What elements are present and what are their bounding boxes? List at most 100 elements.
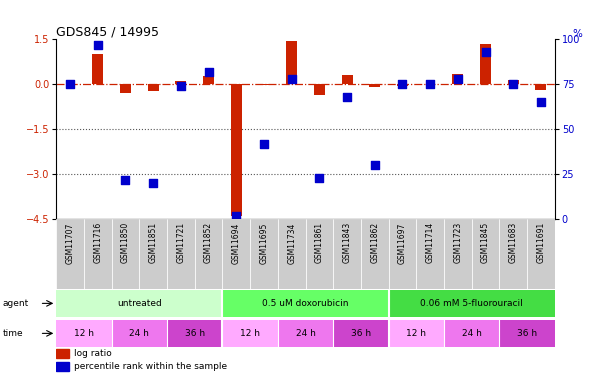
Text: GSM11691: GSM11691 [536, 222, 546, 263]
Point [176, 83, 186, 89]
Point [232, 213, 241, 219]
Text: GSM11850: GSM11850 [121, 222, 130, 263]
Bar [278, 320, 333, 347]
Text: 24 h: 24 h [130, 329, 149, 338]
Text: time: time [2, 329, 23, 338]
Text: GSM11721: GSM11721 [177, 222, 185, 263]
Point [536, 99, 546, 105]
Text: 12 h: 12 h [406, 329, 426, 338]
Bar [222, 290, 389, 317]
Text: 0.06 mM 5-fluorouracil: 0.06 mM 5-fluorouracil [420, 299, 523, 308]
Text: 36 h: 36 h [351, 329, 371, 338]
Text: GSM11695: GSM11695 [260, 222, 268, 264]
Bar [148, 84, 159, 91]
Bar [333, 320, 389, 347]
Text: GSM11707: GSM11707 [65, 222, 75, 264]
Bar [452, 74, 463, 84]
Point [508, 81, 518, 87]
Bar [112, 320, 167, 347]
Text: GSM11843: GSM11843 [343, 222, 351, 263]
Bar [314, 84, 325, 95]
Bar [278, 219, 306, 289]
Text: GSM11714: GSM11714 [426, 222, 434, 263]
Bar [389, 290, 555, 317]
Text: 24 h: 24 h [296, 329, 315, 338]
Text: GSM11734: GSM11734 [287, 222, 296, 264]
Text: GDS845 / 14995: GDS845 / 14995 [56, 25, 159, 38]
Text: 12 h: 12 h [240, 329, 260, 338]
Bar [203, 76, 214, 84]
Point [342, 94, 352, 100]
Bar [508, 80, 519, 84]
Bar [92, 54, 103, 84]
Text: log ratio: log ratio [74, 349, 112, 358]
Bar [139, 219, 167, 289]
Point [481, 49, 491, 55]
Point [93, 42, 103, 48]
Text: GSM11716: GSM11716 [93, 222, 102, 263]
Bar [258, 84, 269, 85]
Bar [444, 320, 499, 347]
Bar [120, 84, 131, 93]
Bar [56, 290, 222, 317]
Text: 36 h: 36 h [185, 329, 205, 338]
Bar [112, 219, 139, 289]
Point [315, 175, 324, 181]
Bar [167, 219, 195, 289]
Text: untreated: untreated [117, 299, 162, 308]
Text: 12 h: 12 h [74, 329, 94, 338]
Bar [56, 362, 68, 371]
Bar [480, 44, 491, 84]
Bar [389, 219, 416, 289]
Text: GSM11845: GSM11845 [481, 222, 490, 263]
Bar [222, 320, 278, 347]
Bar [416, 219, 444, 289]
Bar [369, 84, 380, 87]
Bar [389, 320, 444, 347]
Point [65, 81, 75, 87]
Text: 36 h: 36 h [517, 329, 537, 338]
Point [425, 81, 435, 87]
Bar [250, 219, 278, 289]
Bar [333, 219, 361, 289]
Bar [499, 320, 555, 347]
Bar [342, 75, 353, 84]
Point [453, 76, 463, 82]
Bar [527, 219, 555, 289]
Point [148, 180, 158, 186]
Bar [84, 219, 112, 289]
Bar [499, 219, 527, 289]
Bar [56, 219, 84, 289]
Point [203, 69, 213, 75]
Bar [361, 219, 389, 289]
Bar [472, 219, 499, 289]
Text: GSM11852: GSM11852 [204, 222, 213, 263]
Text: agent: agent [2, 299, 29, 308]
Bar [535, 84, 546, 90]
Text: percentile rank within the sample: percentile rank within the sample [74, 362, 227, 371]
Bar [286, 42, 297, 84]
Text: GSM11861: GSM11861 [315, 222, 324, 263]
Point [398, 81, 408, 87]
Text: %: % [573, 29, 582, 39]
Text: GSM11694: GSM11694 [232, 222, 241, 264]
Point [287, 76, 296, 82]
Text: GSM11683: GSM11683 [509, 222, 518, 263]
Bar [56, 320, 112, 347]
Text: GSM11697: GSM11697 [398, 222, 407, 264]
Bar [167, 320, 222, 347]
Bar [444, 219, 472, 289]
Point [259, 141, 269, 147]
Bar [222, 219, 250, 289]
Bar [306, 219, 333, 289]
Text: 0.5 uM doxorubicin: 0.5 uM doxorubicin [262, 299, 349, 308]
Point [120, 177, 130, 183]
Bar [56, 349, 68, 358]
Bar [397, 84, 408, 87]
Bar [175, 81, 186, 84]
Text: GSM11851: GSM11851 [148, 222, 158, 263]
Bar [195, 219, 222, 289]
Text: GSM11723: GSM11723 [453, 222, 463, 263]
Point [370, 162, 379, 168]
Text: 24 h: 24 h [462, 329, 481, 338]
